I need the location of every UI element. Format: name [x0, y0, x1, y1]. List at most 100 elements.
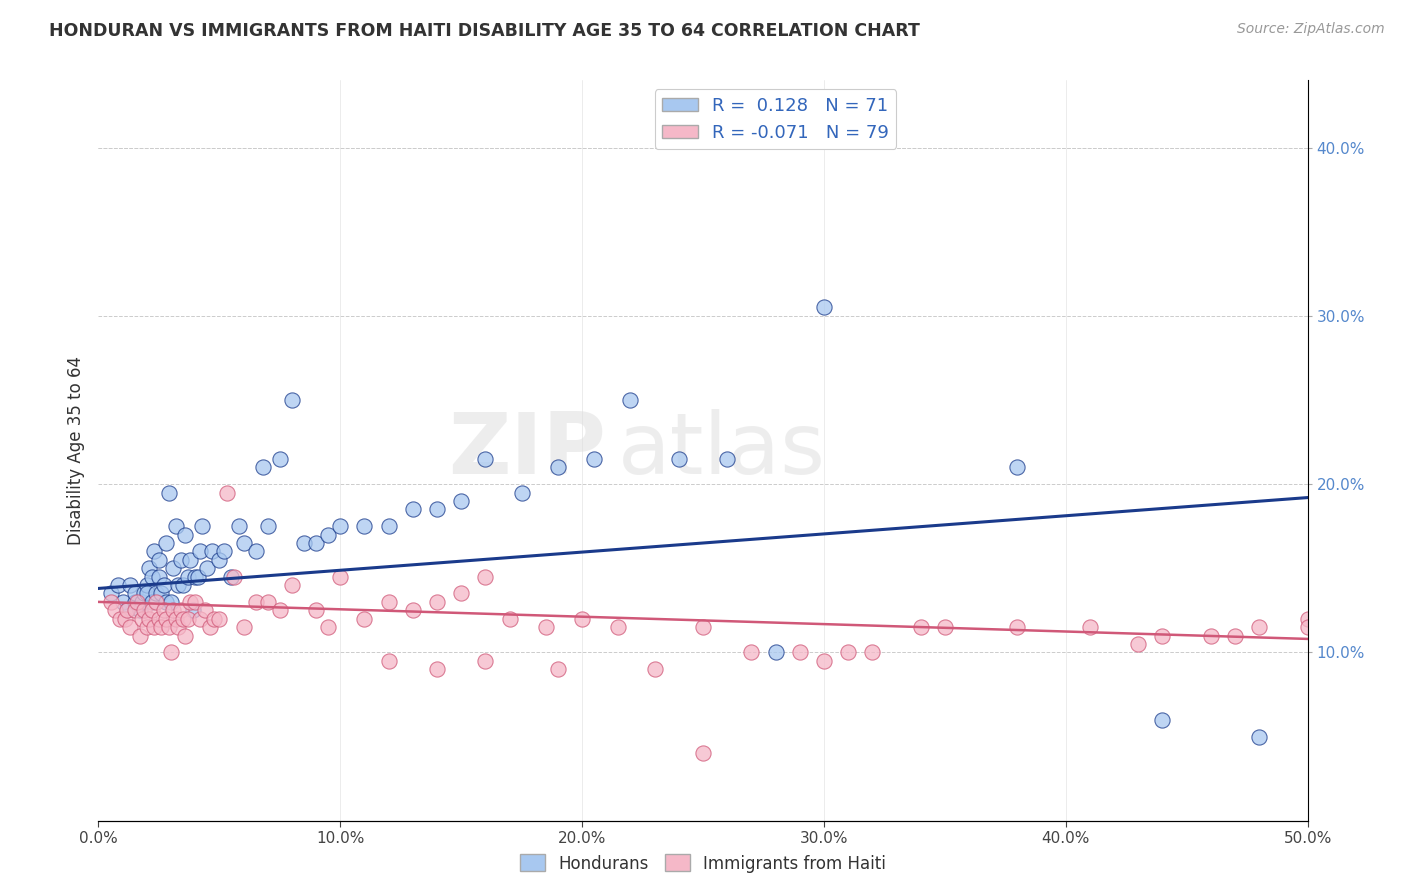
Point: [510, 485, 533, 500]
Point: [107, 578, 129, 592]
Point: [204, 612, 226, 626]
Point: [934, 620, 956, 634]
Point: [281, 578, 304, 592]
Point: [172, 612, 194, 626]
Point: [619, 392, 641, 407]
Point: [155, 595, 177, 609]
Point: [716, 451, 738, 466]
Point: [100, 595, 122, 609]
Point: [162, 603, 184, 617]
Point: [177, 569, 200, 583]
Text: atlas: atlas: [619, 409, 827, 492]
Point: [141, 569, 163, 583]
Point: [245, 544, 267, 558]
Text: Source: ZipAtlas.com: Source: ZipAtlas.com: [1237, 22, 1385, 37]
Point: [128, 628, 150, 642]
Point: [212, 544, 235, 558]
Point: [692, 620, 714, 634]
Point: [426, 595, 449, 609]
Point: [1128, 637, 1150, 651]
Point: [305, 603, 328, 617]
Point: [118, 578, 141, 592]
Point: [179, 553, 201, 567]
Point: [127, 595, 149, 609]
Point: [232, 536, 254, 550]
Point: [1199, 628, 1222, 642]
Point: [148, 569, 170, 583]
Point: [114, 612, 136, 626]
Point: [177, 612, 200, 626]
Point: [157, 485, 180, 500]
Point: [172, 578, 194, 592]
Point: [135, 620, 157, 634]
Point: [329, 519, 352, 533]
Point: [141, 603, 163, 617]
Point: [187, 569, 209, 583]
Point: [208, 553, 231, 567]
Point: [167, 578, 190, 592]
Point: [740, 645, 762, 659]
Point: [169, 553, 191, 567]
Point: [124, 603, 146, 617]
Point: [837, 645, 859, 659]
Point: [692, 747, 714, 761]
Point: [124, 586, 146, 600]
Point: [118, 620, 141, 634]
Point: [402, 502, 425, 516]
Point: [138, 612, 160, 626]
Point: [402, 603, 425, 617]
Point: [174, 527, 197, 541]
Point: [148, 612, 170, 626]
Point: [145, 595, 167, 609]
Point: [157, 620, 180, 634]
Point: [191, 519, 214, 533]
Point: [150, 620, 173, 634]
Point: [316, 620, 339, 634]
Point: [1249, 730, 1271, 744]
Point: [108, 612, 131, 626]
Point: [256, 519, 278, 533]
Point: [765, 645, 787, 659]
Point: [269, 451, 291, 466]
Point: [1152, 628, 1174, 642]
Point: [252, 460, 274, 475]
Point: [181, 603, 204, 617]
Point: [221, 569, 243, 583]
Point: [668, 451, 690, 466]
Text: HONDURAN VS IMMIGRANTS FROM HAITI DISABILITY AGE 35 TO 64 CORRELATION CHART: HONDURAN VS IMMIGRANTS FROM HAITI DISABI…: [49, 22, 920, 40]
Point: [150, 586, 173, 600]
Point: [1296, 612, 1319, 626]
Point: [174, 628, 197, 642]
Point: [547, 460, 569, 475]
Point: [167, 620, 190, 634]
Point: [228, 519, 250, 533]
Point: [534, 620, 557, 634]
Point: [426, 662, 449, 676]
Point: [145, 586, 167, 600]
Point: [281, 392, 304, 407]
Point: [162, 561, 184, 575]
Point: [160, 645, 183, 659]
Point: [131, 595, 153, 609]
Point: [1223, 628, 1246, 642]
Point: [1078, 620, 1101, 634]
Point: [1296, 620, 1319, 634]
Point: [813, 301, 835, 315]
Point: [426, 502, 449, 516]
Point: [377, 519, 399, 533]
Point: [583, 451, 606, 466]
Point: [165, 612, 187, 626]
Point: [813, 654, 835, 668]
Point: [148, 553, 170, 567]
Point: [194, 603, 217, 617]
Point: [1152, 713, 1174, 727]
Point: [474, 569, 496, 583]
Point: [117, 603, 139, 617]
Point: [195, 561, 218, 575]
Point: [644, 662, 666, 676]
Point: [104, 603, 127, 617]
Point: [124, 595, 146, 609]
Point: [245, 595, 267, 609]
Point: [100, 586, 122, 600]
Point: [474, 451, 496, 466]
